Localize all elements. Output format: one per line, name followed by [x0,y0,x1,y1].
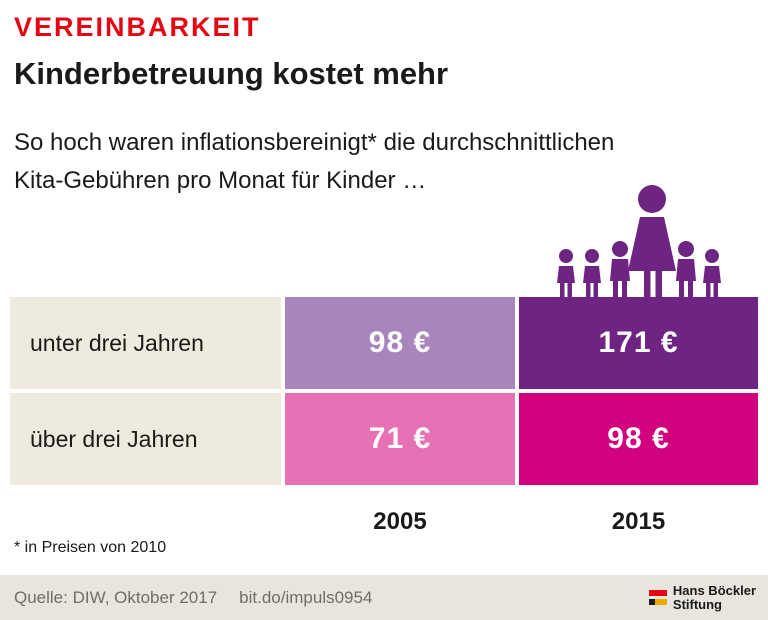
value-2005-over-three: 71 € [285,393,515,485]
logo-red-bar [648,590,667,596]
logo-flag-icon [648,590,667,605]
footnote: * in Preisen von 2010 [14,539,167,556]
logo-text: Hans Böckler Stiftung [672,582,756,612]
family-icon [519,185,758,297]
subtitle-line-2: Kita-Gebühren pro Monat für Kinder … [14,167,427,194]
kicker: VEREINBARKEIT [14,12,261,42]
cost-table: unter drei Jahren 98 € 171 € über drei J… [10,297,758,485]
footer-bar: Quelle: DIW, Oktober 2017 bit.do/impuls0… [0,575,768,620]
hans-boeckler-logo: Hans Böckler Stiftung [648,582,756,612]
logo-line-1: Hans Böckler [672,582,756,598]
subtitle-line-1: So hoch waren inflationsbereinigt* die d… [14,129,615,156]
woman-with-children-icon [556,185,721,297]
value-2015-under-three: 171 € [519,297,758,389]
year-label-2015: 2015 [611,508,666,535]
value-2015-over-three: 98 € [519,393,758,485]
source-text: Quelle: DIW, Oktober 2017 [14,587,218,607]
row-label-over-three: über drei Jahren [10,393,281,485]
logo-line-2: Stiftung [672,596,722,612]
subtitle: So hoch waren inflationsbereinigt* die d… [14,124,759,200]
logo-black-gold-bar [648,599,667,605]
page-title: Kinderbetreuung kostet mehr [14,56,449,91]
short-url-text: bit.do/impuls0954 [239,587,373,607]
row-label-under-three: unter drei Jahren [10,297,281,389]
value-2005-under-three: 98 € [285,297,515,389]
year-label-2005: 2005 [373,508,427,535]
